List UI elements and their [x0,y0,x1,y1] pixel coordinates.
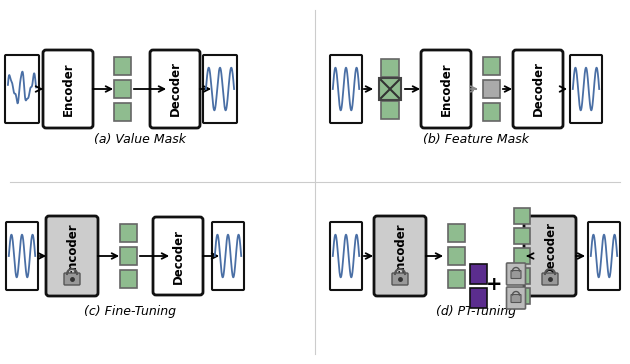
FancyBboxPatch shape [113,80,130,98]
FancyBboxPatch shape [469,264,486,284]
FancyBboxPatch shape [46,216,98,296]
FancyBboxPatch shape [511,270,521,278]
FancyBboxPatch shape [570,55,602,123]
FancyBboxPatch shape [507,263,525,285]
FancyBboxPatch shape [379,78,401,100]
FancyBboxPatch shape [588,222,620,290]
Text: Encoder: Encoder [62,62,74,116]
Text: (b) Feature Mask: (b) Feature Mask [423,134,529,146]
FancyBboxPatch shape [150,50,200,128]
FancyBboxPatch shape [330,222,362,290]
Text: (c) Fine-Tuning: (c) Fine-Tuning [84,305,176,318]
FancyBboxPatch shape [514,288,530,304]
FancyBboxPatch shape [514,208,530,224]
Text: (d) PT-Tuning: (d) PT-Tuning [436,305,516,318]
FancyBboxPatch shape [374,216,426,296]
FancyBboxPatch shape [153,217,203,295]
FancyBboxPatch shape [43,50,93,128]
FancyBboxPatch shape [6,222,38,290]
FancyBboxPatch shape [483,103,500,121]
FancyBboxPatch shape [5,55,39,123]
FancyBboxPatch shape [120,224,137,242]
FancyBboxPatch shape [120,247,137,265]
Text: Decoder: Decoder [532,62,544,116]
FancyBboxPatch shape [513,50,563,128]
FancyBboxPatch shape [64,273,80,285]
FancyBboxPatch shape [447,224,464,242]
Text: Decoder: Decoder [168,62,181,116]
FancyBboxPatch shape [392,273,408,285]
FancyBboxPatch shape [469,288,486,308]
FancyBboxPatch shape [381,101,399,119]
FancyBboxPatch shape [421,50,471,128]
Text: Decoder: Decoder [171,229,185,284]
Text: (a) Value Mask: (a) Value Mask [94,134,186,146]
Text: +: + [486,274,502,293]
FancyBboxPatch shape [507,287,525,309]
FancyBboxPatch shape [203,55,237,123]
FancyBboxPatch shape [212,222,244,290]
FancyBboxPatch shape [447,270,464,288]
FancyBboxPatch shape [381,59,399,77]
FancyBboxPatch shape [447,247,464,265]
FancyBboxPatch shape [542,273,558,285]
FancyBboxPatch shape [514,268,530,284]
Text: Encoder: Encoder [440,62,452,116]
FancyBboxPatch shape [113,57,130,75]
FancyBboxPatch shape [483,80,500,98]
FancyBboxPatch shape [483,57,500,75]
FancyBboxPatch shape [514,248,530,264]
Text: Encoder: Encoder [394,222,406,276]
FancyBboxPatch shape [113,103,130,121]
FancyBboxPatch shape [511,294,521,302]
FancyBboxPatch shape [524,216,576,296]
Text: Decoder: Decoder [544,222,556,277]
Text: Encoder: Encoder [66,222,79,276]
FancyBboxPatch shape [330,55,362,123]
FancyBboxPatch shape [120,270,137,288]
FancyBboxPatch shape [514,228,530,244]
